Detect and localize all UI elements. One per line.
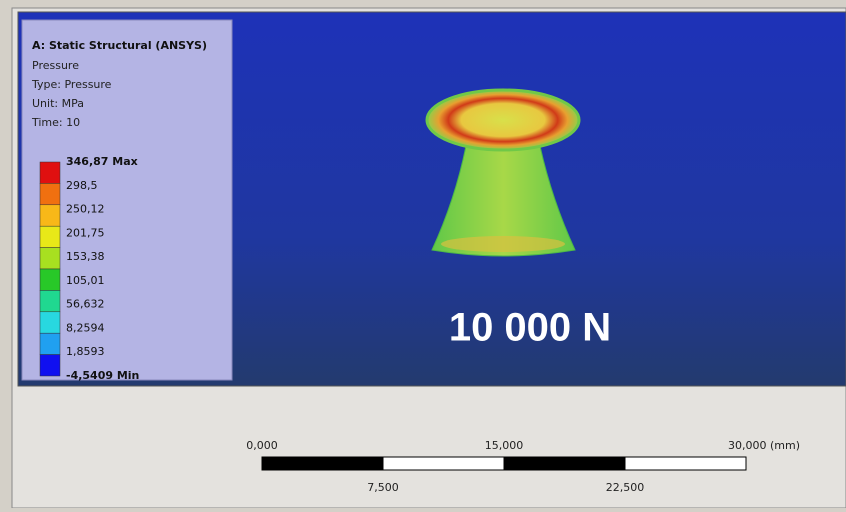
scale-label: 15,000 <box>485 439 524 452</box>
scale-label: 0,000 <box>246 439 278 452</box>
scale-segment <box>383 457 504 470</box>
legend-label: 346,87 Max <box>66 155 138 168</box>
model-base <box>441 236 565 252</box>
legend-swatch <box>40 312 60 333</box>
legend-swatch <box>40 355 60 376</box>
legend-swatch <box>40 162 60 183</box>
scale-segment <box>504 457 625 470</box>
legend-label: 153,38 <box>66 250 105 263</box>
legend-swatch <box>40 248 60 269</box>
legend-swatch <box>40 290 60 311</box>
legend-swatch <box>40 269 60 290</box>
legend-line: Unit: MPa <box>32 97 84 110</box>
legend-line: Pressure <box>32 59 79 72</box>
legend-swatch <box>40 205 60 226</box>
scale-segment <box>625 457 746 470</box>
legend-line: Time: 10 <box>31 116 80 129</box>
legend-label: -4,5409 Min <box>66 369 139 382</box>
legend-swatch <box>40 226 60 247</box>
legend-swatch <box>40 333 60 354</box>
legend-label: 105,01 <box>66 274 105 287</box>
scale-label: 22,500 <box>606 481 645 494</box>
load-label: 10 000 N <box>449 306 611 350</box>
legend-title: A: Static Structural (ANSYS) <box>32 39 207 52</box>
legend-line: Type: Pressure <box>31 78 112 91</box>
scale-label: 30,000 (mm) <box>728 439 800 452</box>
legend-label: 201,75 <box>66 226 105 239</box>
legend-label: 8,2594 <box>66 321 105 334</box>
legend-label: 1,8593 <box>66 345 105 358</box>
legend-swatch <box>40 183 60 204</box>
scale-label: 7,500 <box>367 481 399 494</box>
screenshot: A: Static Structural (ANSYS) Pressure Typ… <box>0 0 846 508</box>
model-cap <box>427 90 579 150</box>
legend-label: 250,12 <box>66 203 105 216</box>
legend-label: 56,632 <box>66 298 105 311</box>
legend-label: 298,5 <box>66 179 98 192</box>
scale-segment <box>262 457 383 470</box>
page: A: Static Structural (ANSYS) Pressure Typ… <box>0 0 846 512</box>
